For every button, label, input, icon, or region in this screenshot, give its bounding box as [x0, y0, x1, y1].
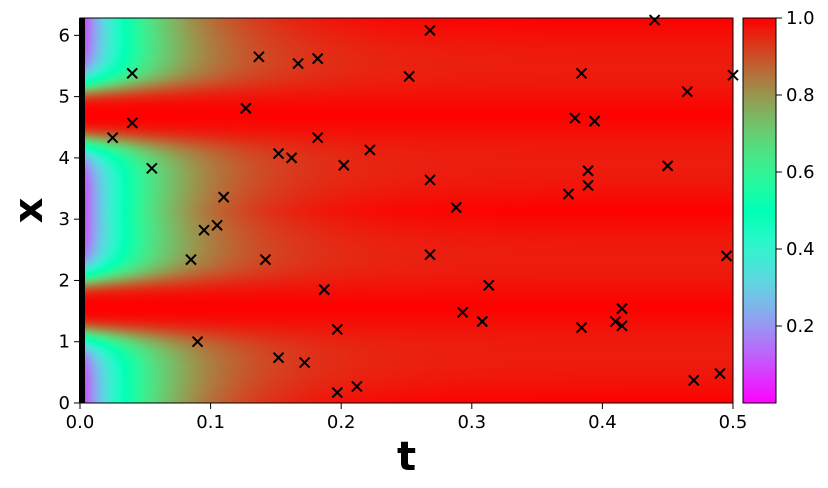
sample-point-marker [569, 112, 581, 124]
sample-point-marker [331, 323, 343, 336]
sample-point-marker [191, 336, 204, 348]
sample-points-layer [106, 14, 739, 399]
x-axis: 0.0 0.1 0.2 0.3 0.4 0.5 [66, 403, 748, 433]
plot-area [79, 14, 739, 404]
colorbar-gradient [743, 18, 776, 403]
sample-point-marker [298, 356, 311, 369]
y-tick-label: 5 [59, 87, 70, 108]
x-tick-label: 0.0 [66, 412, 95, 433]
sample-point-marker [616, 302, 628, 315]
sample-point-marker [720, 250, 733, 262]
sample-point-marker [575, 67, 588, 80]
x-axis-label: t [397, 434, 416, 480]
sample-point-marker [126, 67, 138, 80]
sample-point-marker [311, 131, 324, 144]
sample-point-marker [106, 131, 119, 144]
colorbar-frame [742, 17, 777, 404]
sample-point-marker [688, 374, 700, 387]
sample-point-marker [483, 279, 495, 292]
sample-point-marker [146, 162, 158, 175]
sample-point-marker [476, 315, 488, 328]
sample-point-marker [661, 160, 674, 172]
colorbar-tick-label: 0.8 [786, 85, 815, 106]
sample-point-marker [562, 188, 575, 200]
sample-point-marker [272, 147, 285, 160]
sample-point-marker [217, 191, 230, 203]
sample-point-marker [211, 219, 223, 232]
colorbar-tick-label: 0.6 [786, 162, 815, 183]
sample-point-marker [364, 144, 376, 156]
sample-point-marker [259, 253, 272, 266]
y-tick-label: 3 [59, 209, 70, 230]
sample-point-marker [424, 174, 436, 186]
sample-point-marker [338, 159, 350, 171]
y-tick-label: 6 [59, 25, 70, 46]
sample-point-marker [272, 351, 285, 364]
colorbar-tick-label: 1.0 [786, 8, 815, 29]
x-tick-label: 0.4 [588, 412, 617, 433]
sample-point-marker [311, 52, 324, 65]
sample-point-marker [351, 380, 363, 393]
sample-point-marker [292, 57, 304, 70]
sample-point-marker [616, 320, 628, 332]
colorbar-ticks: 0.2 0.4 0.6 0.8 1.0 [776, 8, 815, 337]
sample-point-marker [285, 152, 298, 164]
sample-point-marker [609, 315, 622, 328]
sample-point-marker [450, 201, 462, 214]
x-tick-label: 0.2 [327, 412, 356, 433]
sample-point-marker [714, 367, 726, 380]
sample-point-marker [331, 386, 343, 399]
sample-point-marker [681, 86, 693, 98]
y-tick-label: 2 [59, 270, 70, 291]
x-tick-label: 0.5 [719, 412, 748, 433]
colorbar: 0.2 0.4 0.6 0.8 1.0 [742, 8, 815, 404]
sample-point-marker [582, 179, 594, 192]
sample-point-marker [403, 70, 415, 83]
heatmap-field [80, 18, 733, 403]
y-tick-label: 0 [59, 393, 70, 414]
sample-point-marker [424, 24, 436, 37]
sample-point-marker [198, 224, 210, 236]
sample-point-marker [582, 165, 594, 177]
sample-point-marker [253, 51, 265, 63]
sample-point-marker [575, 321, 588, 334]
sample-point-marker [588, 115, 601, 127]
sample-point-marker [185, 253, 197, 266]
sample-point-marker [240, 102, 252, 114]
x-tick-label: 0.1 [196, 412, 225, 433]
sample-point-marker [318, 283, 330, 296]
colorbar-tick-label: 0.2 [786, 316, 815, 337]
y-axis: 0 1 2 3 4 5 6 [59, 25, 80, 414]
sample-point-marker [424, 249, 436, 261]
sample-point-marker [648, 14, 661, 26]
y-tick-label: 4 [59, 148, 70, 169]
sample-point-marker [126, 117, 138, 129]
sample-point-marker [456, 306, 469, 319]
x-tick-label: 0.3 [457, 412, 486, 433]
y-axis-label: x [6, 197, 52, 223]
colorbar-tick-label: 0.4 [786, 239, 815, 260]
y-tick-label: 1 [59, 332, 70, 353]
